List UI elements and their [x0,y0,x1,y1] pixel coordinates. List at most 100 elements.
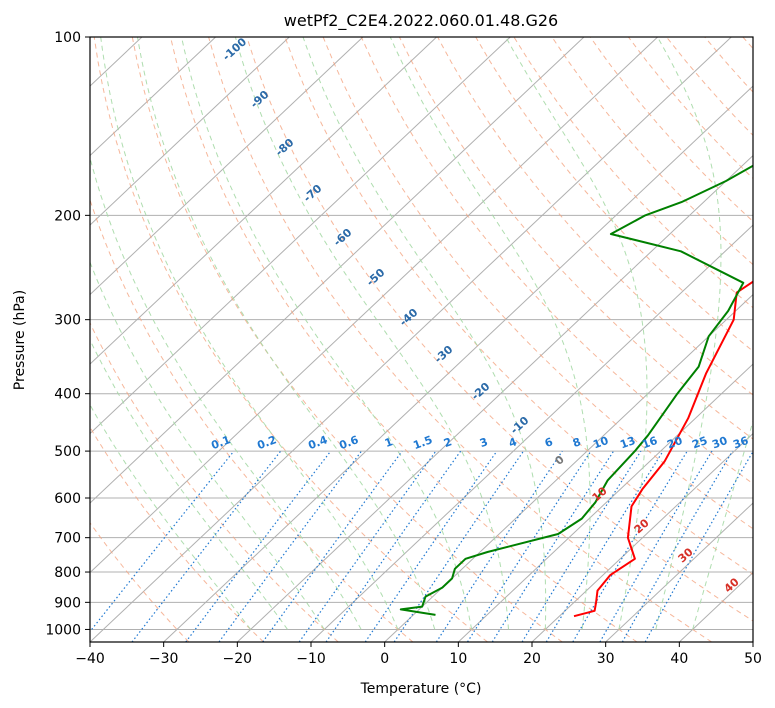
mixing-ratio-line [185,450,332,642]
x-tick-label: 10 [449,651,467,667]
mixing-ratio-line [644,450,753,642]
isotherm-line [310,224,753,642]
mixing-ratio-line [393,450,524,642]
mixing-ratio-line [262,450,403,642]
x-tick-label: −30 [149,651,179,667]
moist-adiabat-line [100,37,399,630]
mixing-ratio-label: 10 [591,434,610,452]
dry-adiabat-line [437,37,753,396]
plot-frame [89,36,754,643]
y-tick-label: 500 [54,444,81,460]
isotherm-lines [90,37,753,642]
mixing-ratio-line [491,450,615,642]
mixing-ratio-label: 1 [383,435,395,450]
isotherm-line [90,37,511,435]
x-tick-label: −10 [296,651,326,667]
isotherm-line [531,432,753,642]
dry-adiabat-line [170,37,638,642]
mixing-ratio-line [364,450,498,642]
chart-title: wetPf2_C2E4.2022.060.01.48.G26 [284,11,558,31]
mixing-ratio-label: 8 [571,435,583,450]
moist-adiabat-line [181,37,473,630]
temperature-line [573,280,753,618]
moist-adiabat-line [137,37,436,630]
mixing-ratio-line [545,450,664,642]
mixing-ratio-line [298,450,437,642]
mixing-ratio-label: 0.4 [306,433,329,452]
dry-adiabat-line [246,37,753,622]
dry-adiabat-lines [90,37,753,642]
moist-adiabat-line [505,37,648,630]
y-tick-label: 100 [54,30,81,46]
mixing-ratio-label: 25 [690,434,709,451]
x-axis-ticks: −40 −30 −20 −10 0 10 20 30 40 50 [75,642,762,667]
mixing-ratio-label: 2 [442,435,454,450]
dry-adiabat-line [90,521,190,642]
mixing-ratio-label: 20 [665,434,684,452]
moist-adiabat-line [389,37,591,630]
y-tick-label: 200 [54,208,81,224]
mixing-ratio-line [466,450,592,642]
dry-adiabat-line [284,37,753,576]
y-tick-label: 800 [54,565,81,581]
x-tick-label: 0 [380,651,389,667]
moist-adiabat-line [90,155,362,630]
y-tick-label: 600 [54,491,81,507]
mixing-ratio-label: 6 [543,435,555,450]
isotherm-line [384,293,753,642]
moist-adiabat-line [655,37,722,630]
x-tick-label: −20 [223,651,253,667]
mixing-ratio-label: 0.6 [337,433,360,452]
isotherm-line [90,37,437,365]
mixing-ratio-lines [90,450,753,642]
mixing-ratio-line [325,450,462,642]
isotherm-line [457,363,753,642]
x-tick-label: −40 [75,651,105,667]
x-tick-label: 40 [670,651,688,667]
x-tick-label: 30 [597,651,615,667]
isotherm-line [236,154,753,642]
mixing-ratio-label: 4 [507,435,519,450]
isotherm-line [90,37,658,574]
y-tick-label: 700 [54,531,81,547]
mixing-ratio-label: 30 [710,434,729,452]
x-axis-label: Temperature (°C) [360,681,482,697]
y-tick-label: 1000 [45,622,81,638]
dry-adiabat-line [90,198,414,642]
isotherm-line [605,502,753,642]
mixing-ratio-line [218,450,362,642]
moist-adiabat-lines [90,37,753,630]
dry-adiabat-line [208,37,712,642]
y-tick-label: 400 [54,387,81,403]
mixing-ratio-label: 3 [478,435,490,450]
y-axis-ticks: 100 200 300 400 500 600 700 800 900 1000 [45,30,90,638]
mixing-ratio-label: 36 [731,434,750,452]
dry-adiabat-line [398,37,753,440]
isotherm-line [90,37,585,504]
x-tick-label: 50 [744,651,762,667]
isotherm-line [90,37,290,226]
x-tick-label: 20 [523,651,541,667]
moist-adiabat-line [90,338,288,630]
moist-adiabat-line [90,260,325,630]
y-tick-label: 900 [54,595,81,611]
mixing-ratio-label: 1.5 [411,433,434,452]
mixing-ratio-label: 16 [640,434,659,452]
moist-adiabat-line [90,403,251,630]
isotherm-line [90,37,216,157]
mixing-ratio-line [435,450,563,642]
dry-adiabat-line [131,37,563,642]
mixing-ratio-label: 13 [618,434,637,451]
y-axis-label: Pressure (hPa) [12,290,28,390]
dewpoint-line [399,164,753,616]
mixing-ratio-line [90,450,235,633]
moist-adiabat-line [302,37,547,630]
isotherm-line [163,85,753,642]
dry-adiabat-line [93,37,488,642]
mixing-ratio-label: 0.2 [255,433,278,452]
isotherm-line [90,37,364,296]
y-tick-label: 300 [54,313,81,329]
mixing-ratio-label: 0.1 [209,433,232,452]
